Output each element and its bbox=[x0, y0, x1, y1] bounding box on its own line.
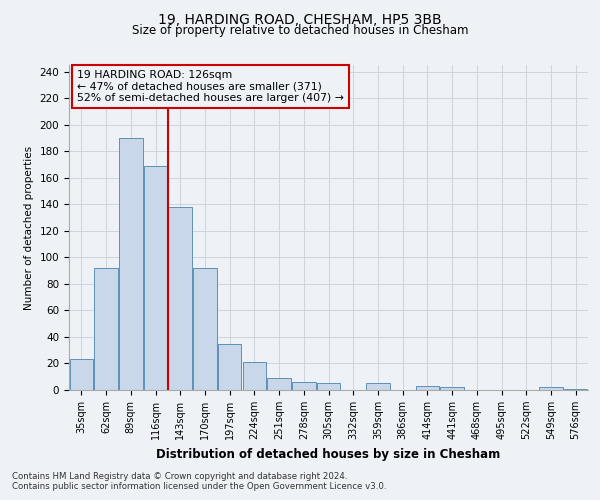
Bar bbox=[94, 268, 118, 390]
Text: 19, HARDING ROAD, CHESHAM, HP5 3BB: 19, HARDING ROAD, CHESHAM, HP5 3BB bbox=[158, 12, 442, 26]
Bar bbox=[193, 268, 217, 390]
Text: Size of property relative to detached houses in Chesham: Size of property relative to detached ho… bbox=[132, 24, 468, 37]
Bar bbox=[169, 207, 192, 390]
Bar bbox=[440, 388, 464, 390]
Bar bbox=[416, 386, 439, 390]
Bar bbox=[218, 344, 241, 390]
Bar bbox=[539, 388, 563, 390]
Text: 19 HARDING ROAD: 126sqm
← 47% of detached houses are smaller (371)
52% of semi-d: 19 HARDING ROAD: 126sqm ← 47% of detache… bbox=[77, 70, 344, 103]
Bar bbox=[292, 382, 316, 390]
Bar bbox=[564, 388, 587, 390]
Bar bbox=[119, 138, 143, 390]
Text: Contains HM Land Registry data © Crown copyright and database right 2024.: Contains HM Land Registry data © Crown c… bbox=[12, 472, 347, 481]
Bar bbox=[144, 166, 167, 390]
Bar bbox=[70, 360, 93, 390]
Text: Contains public sector information licensed under the Open Government Licence v3: Contains public sector information licen… bbox=[12, 482, 386, 491]
Bar bbox=[366, 384, 389, 390]
Bar bbox=[242, 362, 266, 390]
Bar bbox=[268, 378, 291, 390]
Bar bbox=[317, 384, 340, 390]
X-axis label: Distribution of detached houses by size in Chesham: Distribution of detached houses by size … bbox=[157, 448, 500, 460]
Y-axis label: Number of detached properties: Number of detached properties bbox=[24, 146, 34, 310]
